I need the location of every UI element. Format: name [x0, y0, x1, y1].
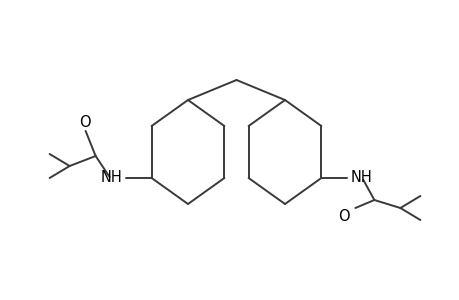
Text: NH: NH [101, 169, 123, 184]
Text: O: O [78, 115, 90, 130]
Text: NH: NH [350, 169, 371, 184]
Text: O: O [338, 208, 349, 224]
